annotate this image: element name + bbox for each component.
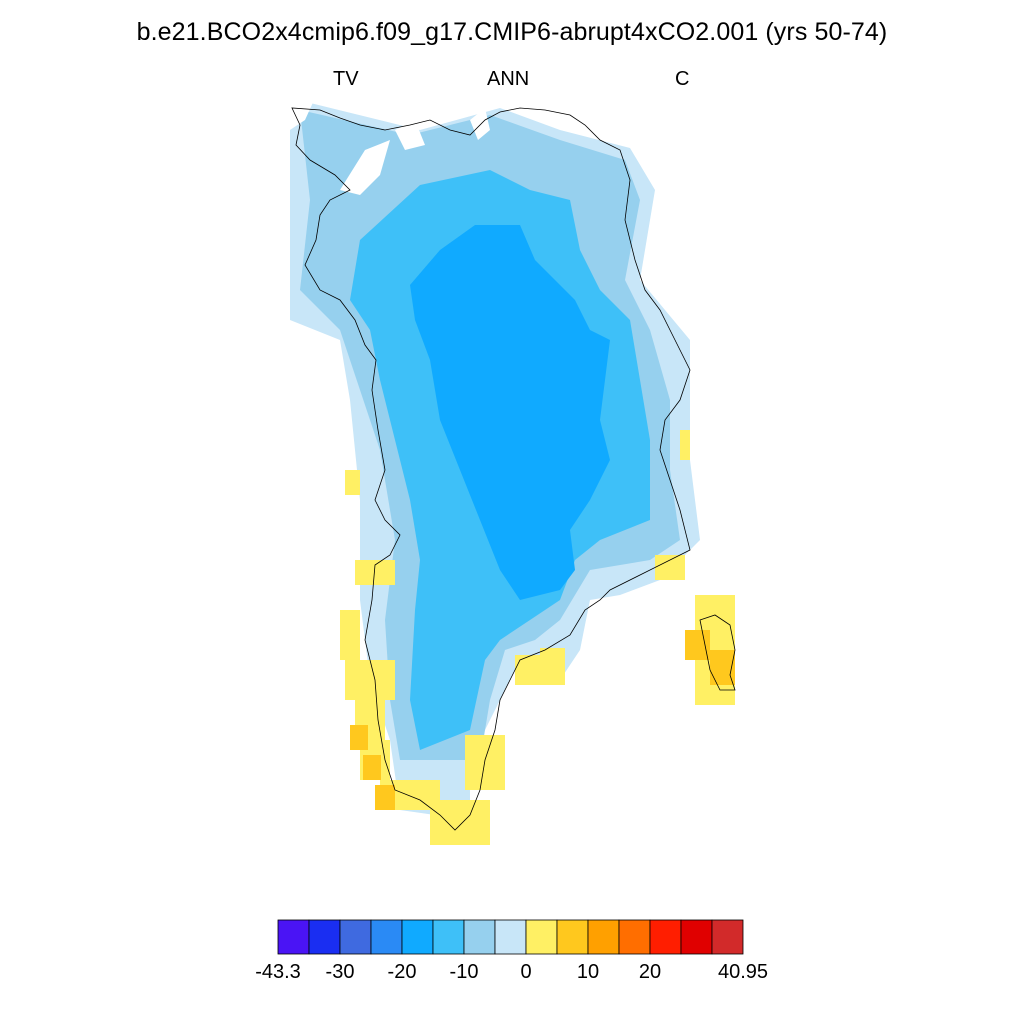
colorbar-tick-label: -20 — [387, 961, 417, 983]
colorbar-swatch — [308, 919, 341, 955]
colorbar-swatch — [339, 919, 372, 955]
colorbar-swatch — [432, 919, 465, 955]
colorbar-tick-label: 0 — [520, 961, 532, 983]
colorbar-swatch — [649, 919, 682, 955]
colorbar-swatch — [587, 919, 620, 955]
colorbar-swatch — [525, 919, 558, 955]
colorbar-swatch — [277, 919, 310, 955]
colorbar-tick-label: 40.95 — [717, 961, 769, 983]
subtitle-variable: TV — [333, 68, 359, 90]
subtitle-units: C — [675, 68, 690, 90]
colorbar-swatch — [556, 919, 589, 955]
ocean-gaps — [290, 98, 490, 195]
coastline — [291, 107, 691, 831]
field-deep-blue — [410, 225, 610, 600]
colorbar-swatch — [401, 919, 434, 955]
plot-title: b.e21.BCO2x4cmip6.f09_g17.CMIP6-abrupt4x… — [136, 18, 888, 46]
colorbar-tick-label: -10 — [449, 961, 479, 983]
colorbar-swatch — [494, 919, 527, 955]
colorbar-tick-label: -30 — [325, 961, 355, 983]
colorbar-tick-label: 10 — [576, 961, 600, 983]
colorbar-swatch — [618, 919, 651, 955]
colorbar-tick-label: 20 — [638, 961, 662, 983]
coastline-island — [699, 614, 736, 691]
colorbar-tick-label: -43.3 — [255, 961, 301, 983]
subtitle-season: ANN — [487, 68, 530, 90]
colorbar-swatch — [463, 919, 496, 955]
colorbar-swatch — [370, 919, 403, 955]
colorbar-swatch — [680, 919, 713, 955]
field-gold-cells — [350, 630, 735, 810]
colorbar-swatch — [711, 919, 744, 955]
